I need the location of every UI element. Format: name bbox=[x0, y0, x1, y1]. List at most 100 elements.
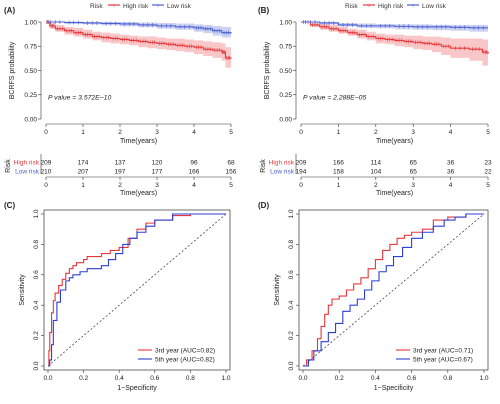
risk-count: 68 bbox=[227, 160, 235, 167]
y-axis-label: Sensitivity bbox=[274, 274, 281, 306]
risk-count: 177 bbox=[152, 169, 163, 176]
legend-title: Risk bbox=[345, 3, 358, 10]
legend-marker: + bbox=[367, 3, 371, 9]
legend-label: Low risk bbox=[422, 3, 447, 10]
x-tick-label: 0.6 bbox=[407, 375, 416, 382]
risk-x-axis-label: Time(years) bbox=[376, 190, 413, 197]
y-tick-label: 0.0 bbox=[33, 361, 40, 370]
ci-band bbox=[46, 22, 231, 69]
risk-count: 120 bbox=[152, 160, 163, 167]
km-panel: (A) Risk + High risk + Low risk 0.00 0.25 0.50 0.… bbox=[4, 3, 237, 197]
x-axis-label: Time(years) bbox=[120, 138, 157, 145]
risk-row-label: Low risk bbox=[270, 169, 295, 176]
x-tick-label: 1.0 bbox=[479, 375, 488, 382]
risk-table-title: Risk bbox=[5, 159, 12, 173]
risk-x-tick-label: 4 bbox=[192, 182, 196, 189]
x-axis-label: 1−Specificity bbox=[117, 385, 157, 392]
risk-row-label: High risk bbox=[14, 160, 40, 167]
y-axis-label: BCRFS probability bbox=[9, 41, 16, 99]
risk-row-label: High risk bbox=[269, 160, 295, 167]
risk-count: 209 bbox=[41, 160, 52, 167]
risk-count: 36 bbox=[447, 160, 455, 167]
risk-x-tick-label: 4 bbox=[449, 182, 453, 189]
risk-count: 197 bbox=[115, 169, 126, 176]
risk-count: 207 bbox=[78, 169, 89, 176]
risk-x-axis-label: Time(years) bbox=[120, 190, 157, 197]
y-tick-label: 0.6 bbox=[288, 270, 295, 279]
risk-count: 65 bbox=[410, 169, 418, 176]
x-tick-label: 5 bbox=[229, 129, 233, 136]
risk-count: 166 bbox=[189, 169, 200, 176]
survival-curve bbox=[46, 21, 232, 34]
y-tick-label: 0.25 bbox=[24, 92, 37, 99]
x-tick-label: 0 bbox=[44, 129, 48, 136]
x-tick-label: 0.0 bbox=[298, 375, 307, 382]
y-tick-label: 0.2 bbox=[288, 331, 295, 340]
risk-count: 23 bbox=[484, 160, 492, 167]
roc-curve bbox=[48, 213, 226, 367]
x-tick-label: 0.0 bbox=[43, 375, 52, 382]
risk-x-tick-label: 2 bbox=[118, 182, 122, 189]
risk-count: 22 bbox=[484, 169, 492, 176]
y-tick-label: 1.0 bbox=[33, 209, 40, 218]
risk-count: 65 bbox=[410, 160, 418, 167]
plot-frame bbox=[298, 209, 489, 371]
risk-count: 194 bbox=[296, 169, 307, 176]
x-tick-label: 3 bbox=[155, 129, 159, 136]
y-tick-label: 0.4 bbox=[288, 300, 295, 309]
panel-label: (A) bbox=[4, 6, 15, 15]
legend-label: 5th year (AUC=0.67) bbox=[413, 357, 473, 364]
x-tick-label: 4 bbox=[192, 129, 196, 136]
x-tick-label: 3 bbox=[411, 129, 415, 136]
reference-diagonal bbox=[302, 213, 485, 367]
roc-panel: (D) 0.0 0.2 0.4 0.6 0.8 1.0 0.0 0.2 0.4 0.6 0.8 1.0 1… bbox=[258, 201, 489, 392]
y-tick-label: 1.00 bbox=[24, 19, 37, 26]
km-panel: (B) Risk + High risk + Low risk 0.00 0.25 0.50 0.… bbox=[258, 3, 492, 197]
risk-x-tick-label: 0 bbox=[299, 182, 303, 189]
y-tick-label: 0.75 bbox=[24, 44, 37, 51]
y-tick-label: 0.8 bbox=[288, 240, 295, 249]
risk-count: 156 bbox=[226, 169, 237, 176]
survival-curve bbox=[301, 21, 489, 55]
ci-band bbox=[301, 22, 488, 69]
y-axis-label: BCRFS probability bbox=[264, 41, 271, 99]
risk-table-title: Risk bbox=[260, 159, 267, 173]
risk-count: 104 bbox=[370, 169, 381, 176]
x-tick-label: 4 bbox=[449, 129, 453, 136]
legend-title: Risk bbox=[90, 3, 103, 10]
risk-count: 158 bbox=[333, 169, 344, 176]
x-tick-label: 1 bbox=[81, 129, 85, 136]
x-tick-label: 0.8 bbox=[186, 375, 195, 382]
y-tick-label: 0.00 bbox=[24, 116, 37, 123]
risk-x-tick-label: 1 bbox=[337, 182, 341, 189]
x-tick-label: 0.4 bbox=[115, 375, 124, 382]
risk-count: 166 bbox=[333, 160, 344, 167]
risk-x-tick-label: 5 bbox=[486, 182, 490, 189]
risk-x-tick-label: 3 bbox=[411, 182, 415, 189]
y-axis-label: Sensitivity bbox=[19, 274, 26, 306]
risk-x-tick-label: 1 bbox=[81, 182, 85, 189]
survival-curve bbox=[46, 21, 232, 59]
legend-label: 5th year (AUC=0.82) bbox=[155, 357, 215, 364]
panel-label: (B) bbox=[258, 6, 269, 15]
roc-curve bbox=[303, 213, 484, 367]
roc-curve bbox=[48, 213, 226, 367]
risk-x-tick-label: 0 bbox=[44, 182, 48, 189]
x-tick-label: 0.8 bbox=[443, 375, 452, 382]
x-tick-label: 5 bbox=[486, 129, 490, 136]
reference-diagonal bbox=[47, 213, 227, 367]
legend-label: High risk bbox=[378, 3, 404, 10]
x-tick-label: 2 bbox=[118, 129, 122, 136]
y-tick-label: 0.0 bbox=[288, 361, 295, 370]
risk-count: 96 bbox=[190, 160, 198, 167]
x-tick-label: 0.6 bbox=[150, 375, 159, 382]
x-tick-label: 0.2 bbox=[79, 375, 88, 382]
y-tick-label: 0.4 bbox=[33, 300, 40, 309]
risk-x-tick-label: 3 bbox=[155, 182, 159, 189]
p-value-label: P value = 3.572E−10 bbox=[48, 95, 111, 102]
x-axis-label: 1−Specificity bbox=[374, 385, 414, 392]
y-tick-label: 0.6 bbox=[33, 270, 40, 279]
y-tick-label: 0.00 bbox=[279, 116, 292, 123]
x-axis-label: Time(years) bbox=[376, 138, 413, 145]
